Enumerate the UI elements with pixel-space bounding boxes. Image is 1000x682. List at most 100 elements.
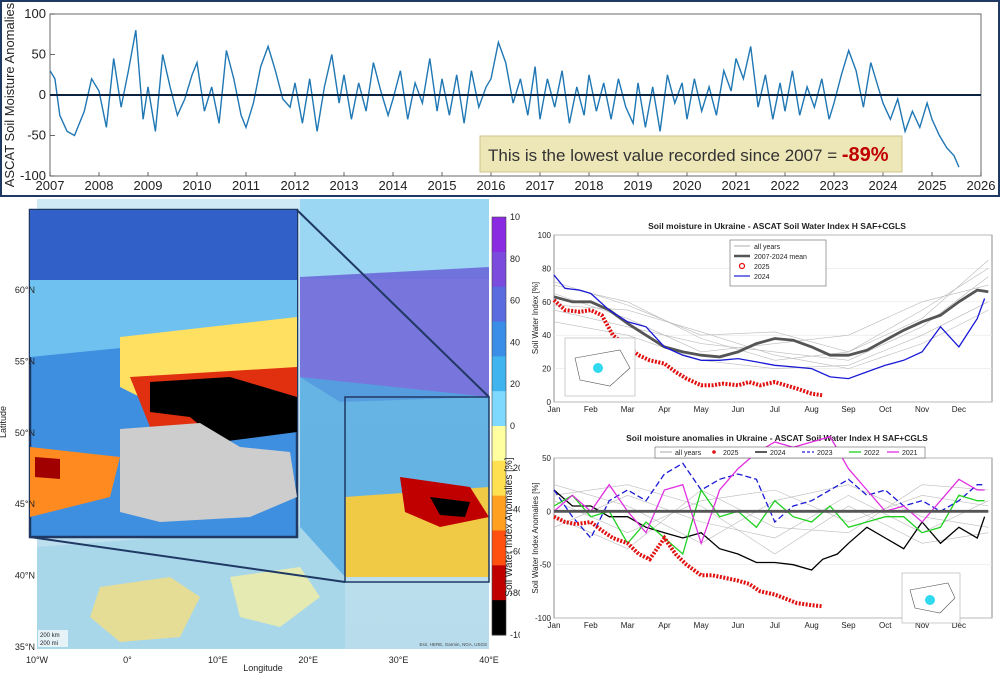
scale-bar xyxy=(38,630,68,647)
colorbar-tick-label: 100 xyxy=(510,212,520,222)
ts-xtick-label: 2013 xyxy=(330,178,359,193)
sw-all-years-line xyxy=(553,301,989,369)
anomaly-chart: Soil moisture anomalies in Ukraine - ASC… xyxy=(531,433,993,630)
sw-legend xyxy=(729,239,827,287)
sw-xtick-label: Dec xyxy=(952,405,966,414)
an-xtick-label: Mar xyxy=(621,621,635,630)
ts-xtick-label: 2012 xyxy=(281,178,310,193)
colorbar-tick-label: 20 xyxy=(510,379,520,389)
colorbar-swatch xyxy=(492,600,506,636)
ts-xtick-label: 2021 xyxy=(722,178,751,193)
sw-xtick-label: May xyxy=(694,405,709,414)
an-xtick-label: May xyxy=(694,621,709,630)
sw-series-2025 xyxy=(552,298,823,398)
colorbar-swatch xyxy=(492,321,506,357)
ts-xtick-label: 2026 xyxy=(967,178,996,193)
colorbar-swatch xyxy=(492,460,506,497)
scale-km: 200 km xyxy=(40,633,60,639)
an-xtick-label: Dec xyxy=(952,621,966,630)
ts-ytick-label: 100 xyxy=(24,6,46,21)
an-ytick-label: 0 xyxy=(547,507,552,516)
an-legend-label: 2021 xyxy=(902,450,918,457)
anomaly-map: 100 80 60 40 20 0 -20 -40 -60 -80 -100 Soil Water … xyxy=(0,199,528,673)
colorbar-tick-label: 40 xyxy=(510,337,520,347)
ts-xtick-label: 2024 xyxy=(869,178,898,193)
sw-xtick-label: Feb xyxy=(584,405,598,414)
an-xtick-label: Jun xyxy=(732,621,745,630)
ts-ytick-label: 0 xyxy=(39,87,46,102)
map-ytick-label: 55°N xyxy=(15,356,35,366)
map-xtick-label: 10°E xyxy=(208,655,228,665)
ts-xtick-label: 2025 xyxy=(918,178,947,193)
sw-xtick-label: Jun xyxy=(732,405,745,414)
ts-xtick-label: 2007 xyxy=(36,178,65,193)
map-ytick-label: 45°N xyxy=(15,499,35,509)
map-ytick-label: 50°N xyxy=(15,428,35,438)
sw-ytick-label: 20 xyxy=(542,365,551,374)
an-xtick-label: Aug xyxy=(805,621,819,630)
annotation-text: This is the lowest value recorded since … xyxy=(488,144,889,166)
map-xtick-label: 40°E xyxy=(479,655,499,665)
timeseries-ylabel: ASCAT Soil Moisture Anomalies xyxy=(2,2,17,187)
sw-series-2007-2024-mean xyxy=(553,288,989,359)
ts-xtick-label: 2011 xyxy=(232,178,260,193)
map-xtick-label: 30°E xyxy=(389,655,409,665)
colorbar-frame xyxy=(491,216,507,636)
an-ytick-label: 50 xyxy=(542,454,551,463)
sw-series-2024 xyxy=(553,274,986,380)
ts-xtick-label: 2017 xyxy=(526,178,555,193)
ts-xtick-label: 2016 xyxy=(477,178,506,193)
colorbar-swatch xyxy=(492,217,506,253)
ts-xtick-label: 2015 xyxy=(428,178,457,193)
ts-ytick-label: -100 xyxy=(20,168,46,183)
timeseries-panel: ASCAT Soil Moisture Anomalies 100 50 0 -50 -… xyxy=(0,0,1000,197)
inset-north xyxy=(30,210,297,280)
colorbar: 100 80 60 40 20 0 -20 -40 -60 -80 -100 xyxy=(491,212,528,640)
colorbar-swatch xyxy=(492,426,506,462)
map-ytick-label: 35°N xyxy=(15,642,35,652)
colorbar-tick-label: 60 xyxy=(510,296,520,306)
ts-xtick-label: 2022 xyxy=(771,178,800,193)
sw-legend-label: 2025 xyxy=(754,264,770,271)
sw-xtick-label: Apr xyxy=(658,405,671,414)
an-legend-label: 2023 xyxy=(817,450,833,457)
colorbar-swatch xyxy=(492,356,506,392)
sw-xtick-label: Jul xyxy=(770,405,780,414)
map-ytick-label: 60°N xyxy=(15,285,35,295)
an-legend-marker xyxy=(712,450,716,454)
an-legend-label: 2022 xyxy=(864,450,880,457)
an-legend-label: all years xyxy=(675,450,702,457)
colorbar-label: Soil Water Index Anomalies [%] xyxy=(504,457,515,596)
an-locator-marker xyxy=(925,595,935,605)
colorbar-tick-label: -60 xyxy=(510,546,520,556)
sw-xtick-label: Mar xyxy=(621,405,635,414)
sw-title: Soil moisture in Ukraine - ASCAT Soil Wa… xyxy=(648,221,906,231)
sw-xtick-label: Jan xyxy=(548,405,561,414)
black-sea xyxy=(120,423,297,522)
annotation-box xyxy=(479,135,903,173)
map-region-crimea xyxy=(430,497,470,517)
an-xtick-label: Jul xyxy=(770,621,780,630)
annotation-value: -89% xyxy=(842,144,889,166)
ts-ytick-label: -50 xyxy=(27,128,46,143)
ts-xtick-label: 2008 xyxy=(85,178,114,193)
colorbar-tick-label: 0 xyxy=(510,421,515,431)
colorbar-swatch xyxy=(492,565,506,601)
colorbar-swatch xyxy=(492,530,506,566)
map-xtick-label: 10°W xyxy=(26,655,49,665)
ts-xtick-label: 2023 xyxy=(820,178,849,193)
sw-legend-marker xyxy=(738,262,746,270)
an-ytick-label: -100 xyxy=(535,614,552,623)
inset-darkred xyxy=(35,457,60,479)
sw-xtick-label: Nov xyxy=(915,405,929,414)
sw-ytick-label: 100 xyxy=(538,231,552,240)
sw-locator-outline xyxy=(574,349,631,387)
ts-xtick-label: 2018 xyxy=(575,178,604,193)
sw-ytick-label: 0 xyxy=(547,398,552,407)
an-xtick-label: Jan xyxy=(548,621,561,630)
colorbar-tick-label: -100 xyxy=(510,630,520,640)
map-xtick-label: 20°E xyxy=(298,655,318,665)
sw-all-years-line xyxy=(553,259,989,353)
an-xtick-label: Oct xyxy=(879,621,892,630)
an-xtick-label: Apr xyxy=(658,621,671,630)
